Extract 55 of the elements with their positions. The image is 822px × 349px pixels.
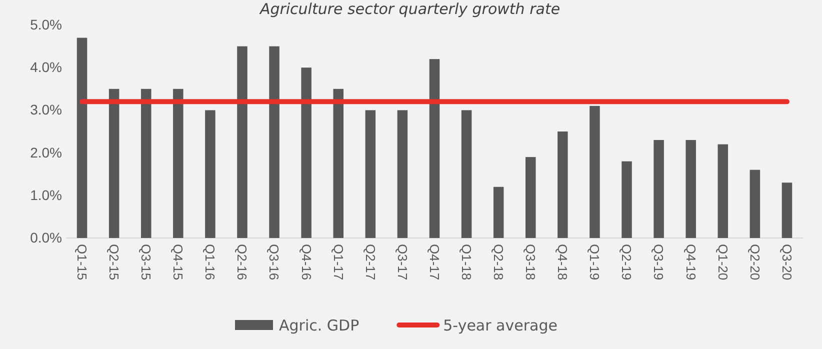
y-tick-label: 1.0% [30,186,62,203]
bar [76,38,88,238]
bar [397,110,408,238]
bar [782,182,792,238]
x-tick-label: Q3-16 [266,244,282,280]
x-tick-label: Q1-20 [715,244,730,280]
x-tick-label: Q4-16 [298,244,314,280]
x-tick-label: Q3-18 [523,244,538,280]
bar [461,110,472,238]
bar [205,110,216,238]
bar [718,144,728,238]
bar [108,88,120,238]
x-tick-label: Q3-19 [651,244,666,280]
legend-label: Agric. GDP [279,316,360,334]
x-tick-label: Q2-17 [362,244,378,280]
bar [173,88,184,238]
x-tick-label: Q4-18 [555,244,570,280]
x-tick-label: Q2-15 [106,244,122,280]
bar [526,157,536,238]
bar [590,106,600,238]
x-tick-label: Q2-20 [747,244,762,280]
bar [269,46,280,238]
x-tick-label: Q4-15 [170,244,186,280]
bar [654,140,664,238]
x-tick-label: Q4-17 [426,244,442,280]
y-tick-label: 0.0% [30,229,62,246]
x-tick-label: Q3-15 [138,244,154,280]
chart-title: Agriculture sector quarterly growth rate [258,0,560,18]
bar [686,140,696,238]
x-tick-label: Q2-18 [491,244,506,280]
x-tick-label: Q2-19 [619,244,634,280]
bar [237,46,248,238]
bar [333,88,344,238]
x-tick-label: Q3-17 [394,244,410,280]
bar [493,186,504,238]
x-tick-label: Q3-20 [779,244,794,280]
y-tick-label: 5.0% [30,16,62,32]
bar [365,110,376,238]
x-tick-label: Q1-15 [74,244,90,280]
y-tick-label: 2.0% [30,144,62,160]
y-tick-label: 4.0% [30,59,62,76]
y-tick-label: 3.0% [30,102,62,118]
x-tick-label: Q4-19 [683,244,698,280]
x-tick-label: Q2-16 [234,244,250,280]
bar [301,68,312,238]
bar [622,161,632,238]
bar [558,132,568,238]
legend-label: 5-year average [443,316,558,334]
bar [140,88,152,238]
x-tick-label: Q1-16 [202,244,218,280]
bar [750,170,760,238]
x-tick-label: Q1-18 [458,244,474,280]
bar [429,59,440,238]
x-tick-label: Q1-17 [330,244,346,280]
x-tick-label: Q1-19 [587,244,602,280]
